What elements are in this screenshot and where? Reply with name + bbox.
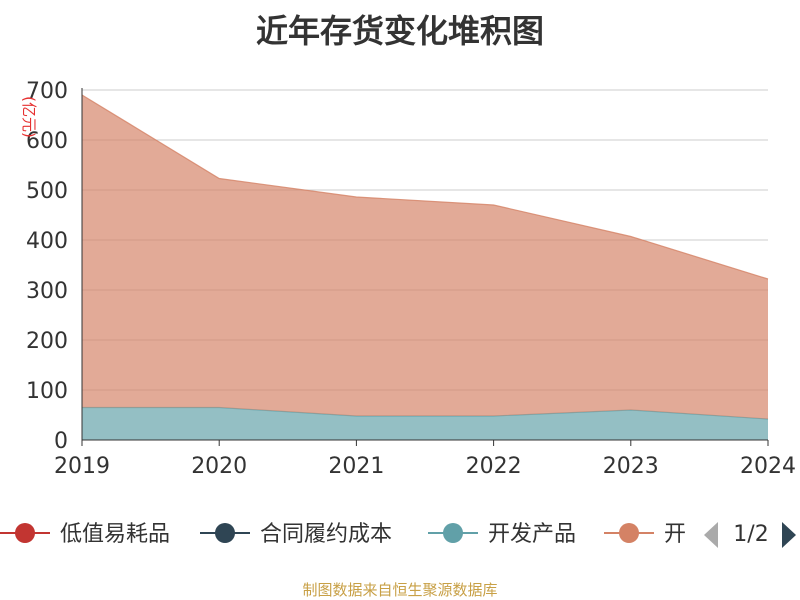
legend-label-2: 开发产品	[488, 522, 576, 547]
legend-marker-0	[15, 523, 35, 543]
axes: 0 100 200 300 400 500 600 700 2019 2020 2021 2022 20…	[20, 79, 796, 479]
y-tick-label: 600	[26, 129, 68, 154]
x-tick-label: 2021	[328, 454, 384, 479]
x-tick-label: 2019	[54, 454, 110, 479]
legend-label-0: 低值易耗品	[60, 522, 170, 547]
y-tick-label: 200	[26, 329, 68, 354]
series-line-3	[81, 94, 769, 280]
x-tick-label: 2022	[466, 454, 522, 479]
y-tick-label: 500	[26, 179, 68, 204]
legend-marker-3	[619, 523, 639, 543]
y-tick-label: 100	[26, 379, 68, 404]
legend-marker-1	[215, 523, 235, 543]
y-axis-label: (亿元)	[20, 96, 38, 138]
legend-prev-icon[interactable]	[704, 522, 718, 548]
legend-label-1: 合同履约成本	[260, 522, 392, 547]
data-source-note: 制图数据来自恒生聚源数据库	[302, 581, 498, 599]
area-2	[82, 407, 768, 440]
y-tick-label: 300	[26, 279, 68, 304]
legend-next-icon[interactable]	[782, 522, 796, 548]
y-tick-label: 700	[26, 79, 68, 104]
legend-label-3: 开	[664, 522, 686, 547]
chart-title: 近年存货变化堆积图	[255, 12, 544, 50]
series-areas	[81, 94, 769, 440]
legend-page-indicator: 1/2	[733, 522, 768, 547]
y-tick-label: 400	[26, 229, 68, 254]
x-tick-label: 2024	[740, 454, 796, 479]
legend: 低值易耗品 合同履约成本 开发产品 开 1/2	[0, 522, 796, 548]
legend-marker-2	[443, 523, 463, 543]
x-tick-label: 2023	[603, 454, 659, 479]
y-tick-label: 0	[54, 429, 68, 454]
x-tick-label: 2020	[191, 454, 247, 479]
area-3	[82, 95, 768, 419]
